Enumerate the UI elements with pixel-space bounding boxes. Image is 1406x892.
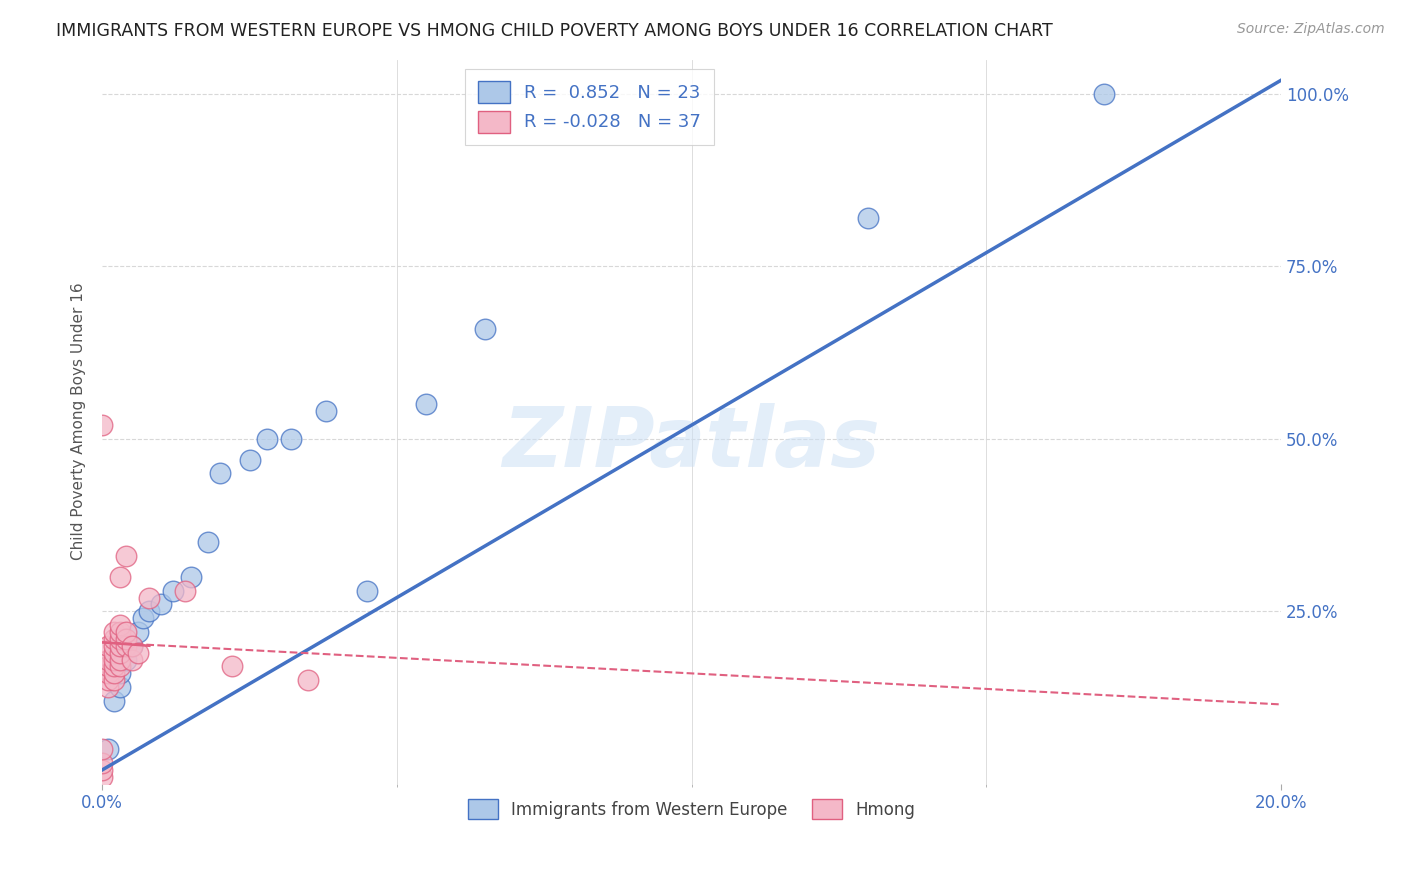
Point xyxy=(91,770,114,784)
Point xyxy=(91,742,114,756)
Point xyxy=(103,646,125,660)
Point xyxy=(97,639,120,653)
Point xyxy=(91,763,114,777)
Point xyxy=(114,639,136,653)
Point xyxy=(108,625,131,640)
Point xyxy=(97,666,120,681)
Point xyxy=(121,639,143,653)
Point xyxy=(138,604,160,618)
Point xyxy=(103,652,125,666)
Point xyxy=(103,632,125,646)
Point xyxy=(315,404,337,418)
Point xyxy=(108,680,131,694)
Point xyxy=(114,632,136,646)
Point xyxy=(108,632,131,646)
Point xyxy=(108,618,131,632)
Point xyxy=(103,673,125,688)
Point xyxy=(108,652,131,666)
Point xyxy=(114,549,136,563)
Point xyxy=(162,583,184,598)
Point xyxy=(97,742,120,756)
Point xyxy=(209,467,232,481)
Point xyxy=(121,639,143,653)
Text: Source: ZipAtlas.com: Source: ZipAtlas.com xyxy=(1237,22,1385,37)
Point xyxy=(108,570,131,584)
Point xyxy=(108,659,131,673)
Point xyxy=(114,625,136,640)
Point xyxy=(121,652,143,666)
Point xyxy=(256,432,278,446)
Point xyxy=(97,680,120,694)
Point xyxy=(103,666,125,681)
Point xyxy=(1092,87,1115,101)
Point xyxy=(108,646,131,660)
Point xyxy=(103,639,125,653)
Point xyxy=(114,652,136,666)
Text: IMMIGRANTS FROM WESTERN EUROPE VS HMONG CHILD POVERTY AMONG BOYS UNDER 16 CORREL: IMMIGRANTS FROM WESTERN EUROPE VS HMONG … xyxy=(56,22,1053,40)
Point xyxy=(91,756,114,770)
Point xyxy=(97,652,120,666)
Point xyxy=(221,659,243,673)
Point xyxy=(173,583,195,598)
Legend: Immigrants from Western Europe, Hmong: Immigrants from Western Europe, Hmong xyxy=(461,792,922,826)
Point xyxy=(138,591,160,605)
Point xyxy=(280,432,302,446)
Point xyxy=(238,452,260,467)
Point xyxy=(356,583,378,598)
Point xyxy=(103,659,125,673)
Point xyxy=(197,535,219,549)
Point xyxy=(103,694,125,708)
Point xyxy=(127,625,149,640)
Point xyxy=(132,611,155,625)
Point xyxy=(180,570,202,584)
Point xyxy=(127,646,149,660)
Point xyxy=(108,666,131,681)
Point xyxy=(91,418,114,433)
Point xyxy=(97,659,120,673)
Point xyxy=(415,397,437,411)
Point xyxy=(97,673,120,688)
Text: ZIPatlas: ZIPatlas xyxy=(503,403,880,483)
Y-axis label: Child Poverty Among Boys Under 16: Child Poverty Among Boys Under 16 xyxy=(72,283,86,560)
Point xyxy=(150,598,173,612)
Point xyxy=(474,321,496,335)
Point xyxy=(297,673,319,688)
Point xyxy=(108,639,131,653)
Point xyxy=(103,625,125,640)
Point xyxy=(858,211,880,226)
